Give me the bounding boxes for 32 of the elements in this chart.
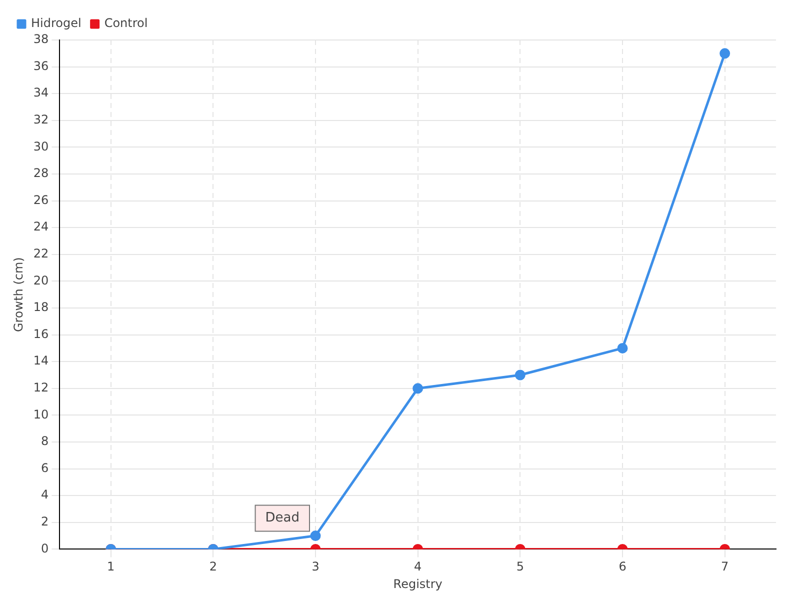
legend-label: Control	[104, 16, 148, 30]
x-tick-label: 3	[312, 560, 320, 574]
x-tick-label: 4	[414, 560, 422, 574]
x-tick-label: 6	[618, 560, 626, 574]
x-tick-label: 2	[209, 560, 217, 574]
x-tick-label: 7	[721, 560, 729, 574]
y-tick-label: 18	[33, 300, 49, 314]
y-tick-label: 10	[33, 407, 49, 422]
annotation: Dead	[265, 510, 300, 526]
y-tick-label: 24	[33, 220, 49, 234]
y-tick-label: 16	[33, 326, 49, 341]
y-tick-label: 28	[33, 166, 49, 180]
y-tick-label: 26	[33, 192, 49, 207]
y-tick-label: 4	[41, 488, 49, 502]
legend-label: Hidrogel	[31, 16, 82, 30]
y-tick-label: 30	[33, 139, 49, 154]
y-tick-label: 6	[41, 460, 49, 475]
y-axis-title: Growth (cm)	[11, 257, 26, 332]
y-tick-label: 20	[33, 273, 49, 288]
y-tick-label: 2	[41, 514, 49, 529]
x-tick-label: 1	[107, 560, 115, 574]
x-tick-label: 5	[516, 560, 524, 574]
y-tick-label: 32	[33, 112, 49, 127]
y-tick-label: 22	[33, 246, 49, 261]
y-tick-label: 14	[33, 354, 49, 368]
y-tick-label: 12	[33, 380, 49, 395]
x-axis-title: Registry	[393, 576, 442, 591]
y-tick-label: 38	[33, 32, 49, 46]
y-tick-label: 34	[33, 86, 49, 100]
y-tick-label: 0	[41, 541, 49, 556]
y-tick-label: 8	[41, 434, 49, 448]
y-tick-label: 36	[33, 58, 49, 73]
